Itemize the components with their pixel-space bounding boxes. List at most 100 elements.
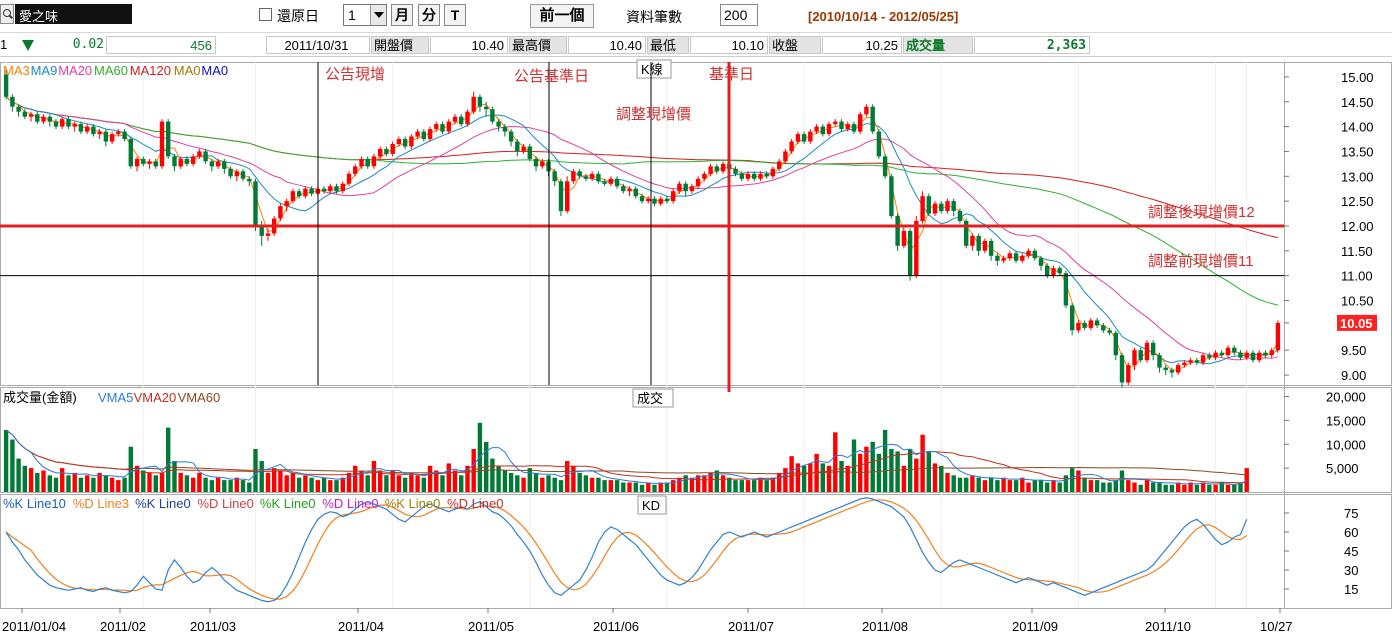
volume-legend-item: VMA5 [98, 390, 133, 405]
candle-body [945, 201, 950, 211]
candle-body [957, 211, 963, 221]
volume-bar [895, 451, 900, 492]
candle-body [116, 131, 121, 135]
chart-axes: 15.00 14.50 14.00 13.50 13.00 12.50 12.00 11.50… [2, 70, 1377, 634]
volume-bar [733, 480, 738, 492]
volume-bar [66, 475, 71, 492]
volume-bar [371, 461, 377, 492]
volume-bar [739, 480, 744, 492]
volume-bar [839, 461, 844, 492]
kd-tick-label: 45 [1344, 544, 1358, 559]
candle-body [658, 198, 663, 204]
volume-bar [1213, 484, 1218, 492]
volume-bar [321, 477, 327, 492]
stock-chart[interactable]: MA3 MA9 MA20 MA60 MA120 MA0 MA0 K線 成交量(金額) VMA5 V… [0, 57, 1392, 636]
panel-frame [0, 62, 1392, 386]
volume-bar [964, 477, 969, 492]
kd-label-box [637, 495, 667, 515]
k-label: K線 [641, 62, 663, 77]
candle-body [720, 163, 726, 172]
candle-body [1051, 268, 1056, 276]
candle-body [733, 168, 738, 174]
candle-body [502, 126, 508, 132]
volume-bar [284, 475, 289, 492]
x-tick-label: 2011/04 [338, 619, 384, 634]
search-icon[interactable] [0, 4, 14, 24]
candle-body [1126, 365, 1131, 383]
kd-label: KD [642, 498, 660, 513]
period-select[interactable]: 1 [343, 4, 387, 26]
volume-bar [1188, 482, 1193, 492]
candle-body [166, 121, 171, 157]
candle-body [914, 221, 919, 276]
volume-bar [1107, 482, 1112, 492]
count-input[interactable]: 200 [720, 4, 758, 26]
volume-bar [508, 472, 514, 492]
volume-bar [926, 451, 931, 492]
candle-body [995, 255, 1000, 261]
candle-body [278, 206, 283, 219]
candle-body [1200, 355, 1206, 363]
candle-body [141, 158, 146, 164]
tick-button[interactable]: T [444, 4, 466, 26]
candle-body [109, 134, 115, 142]
volume-panel: 成交量(金額) VMA5 VMA20 VMA60 成交 [3, 388, 1249, 493]
volume-bar [1007, 480, 1012, 492]
month-button[interactable]: 月 [391, 4, 413, 26]
candle-body [477, 96, 483, 107]
volume-bar [1076, 470, 1081, 492]
minute-button[interactable]: 分 [418, 4, 440, 26]
volume-bar [982, 480, 988, 492]
volume-bar [970, 475, 975, 492]
candle-body [147, 161, 152, 164]
volume-bar [427, 465, 433, 493]
volume-bar [353, 465, 358, 493]
candle-body [203, 151, 208, 162]
candle-body [864, 106, 869, 115]
candle-body [608, 178, 613, 184]
volume-value: 2,363 [974, 36, 1090, 54]
volume-bar [440, 475, 445, 492]
volume-bar [801, 465, 807, 493]
volume-bar [296, 477, 302, 492]
chevron-down-icon[interactable] [370, 5, 386, 25]
candle-body [1007, 253, 1012, 259]
candle-body [646, 198, 651, 202]
kd-legend-item: %K Line0 [385, 496, 441, 511]
period-select-value: 1 [348, 7, 356, 23]
candle-body [1032, 250, 1037, 259]
prev-button[interactable]: 前一個 [530, 4, 594, 28]
price-tick-label: 12.50 [1341, 194, 1374, 209]
volume-bar [191, 477, 196, 492]
volume-bar [533, 472, 539, 492]
volume-bar [340, 477, 345, 492]
candle-body [901, 231, 907, 246]
candle-body [858, 114, 863, 132]
volume-bar [384, 475, 389, 492]
volume-bar [1063, 475, 1069, 492]
stock-name-field[interactable]: 愛之味 [15, 4, 132, 24]
candle-body [777, 161, 782, 169]
volume-bar [1157, 482, 1162, 492]
volume-bar [951, 475, 956, 492]
candle-body [153, 161, 158, 167]
volume-bar [209, 480, 215, 492]
candle-body [228, 168, 233, 177]
vma5-line [5, 429, 1247, 485]
candle-body [689, 186, 695, 192]
annotation-label: 調整現增價 [616, 106, 691, 123]
price-tick-label: 9.50 [1341, 343, 1366, 358]
volume-bar [1194, 484, 1200, 492]
candle-body [845, 124, 850, 130]
volume-bar [671, 480, 676, 492]
candle-body [259, 226, 264, 236]
price-tick-label: 12.00 [1341, 219, 1374, 234]
x-tick-label: 2011/06 [593, 619, 639, 634]
volume-bar [976, 477, 981, 492]
restore-checkbox[interactable] [259, 8, 272, 21]
volume-bar [365, 475, 370, 492]
x-tick-label: 2011/01/04 [2, 619, 66, 634]
candle-body [583, 176, 589, 179]
candle-body [652, 198, 657, 204]
legend-item: MA60 [94, 63, 128, 78]
